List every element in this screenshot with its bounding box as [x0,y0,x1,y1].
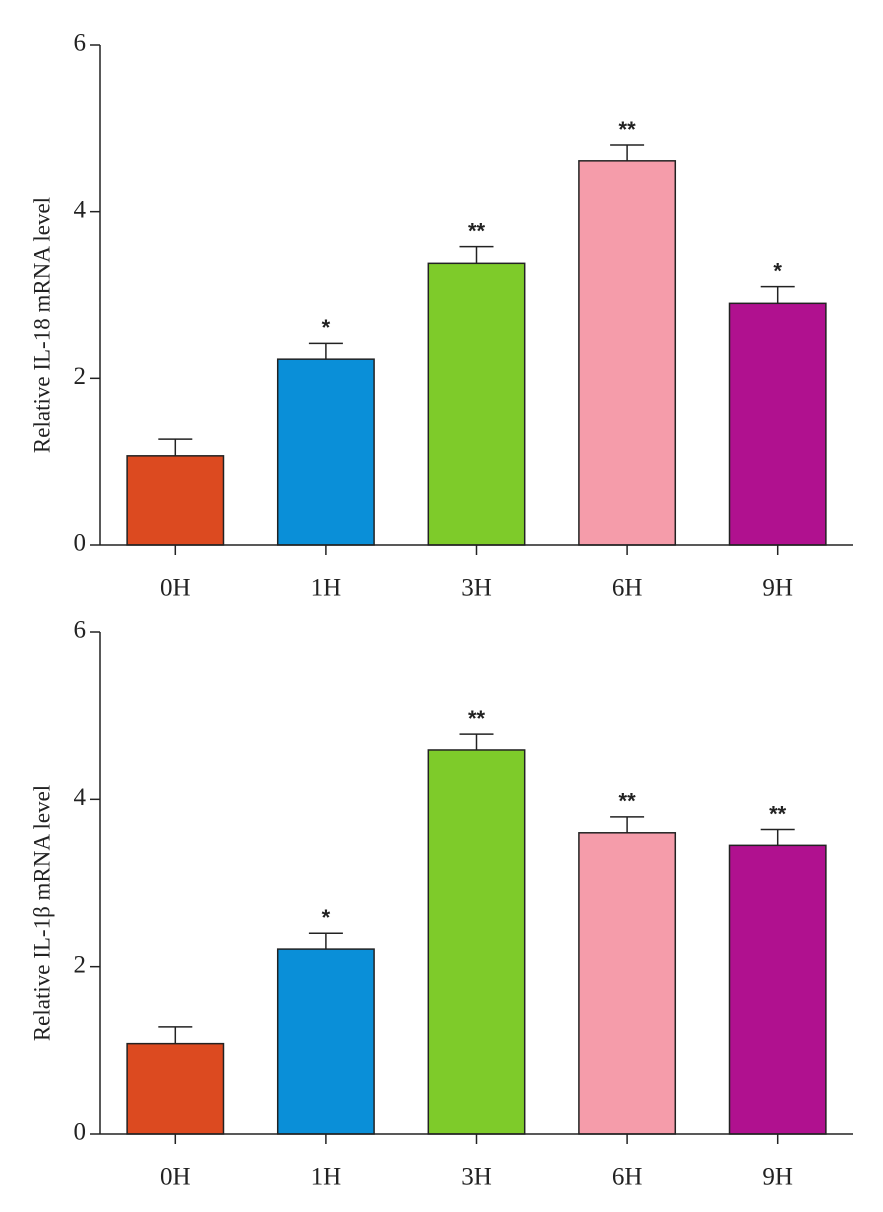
bar [126,1042,225,1135]
bar [427,262,526,546]
bar [578,832,677,1135]
bar [276,948,375,1135]
x-tick-label: 0H [160,575,191,602]
y-tick-label: 2 [74,951,87,978]
y-tick-label: 0 [74,1119,87,1146]
y-tick-label: 4 [74,784,87,811]
significance-label: ** [468,218,486,243]
x-tick-label: 1H [311,1164,342,1191]
significance-label: * [322,315,331,340]
y-tick-label: 4 [74,196,87,223]
bar [728,302,827,546]
bar [126,455,225,546]
x-tick-label: 9H [762,1164,793,1191]
x-tick-label: 3H [461,1164,492,1191]
y-tick-label: 0 [74,530,87,557]
x-tick-label: 1H [311,575,342,602]
significance-label: * [773,258,782,283]
y-tick-label: 2 [74,363,87,390]
bar [276,358,375,546]
significance-label: * [322,905,331,930]
significance-label: ** [468,706,486,731]
x-tick-label: 6H [612,1164,643,1191]
significance-label: ** [769,801,787,826]
bar [427,749,526,1135]
bar [728,844,827,1135]
y-axis-label: Relative IL-18 mRNA level [29,197,54,453]
y-tick-label: 6 [74,617,87,644]
y-axis-label: Relative IL-1β mRNA level [29,785,54,1041]
significance-label: ** [619,789,637,814]
x-tick-label: 6H [612,575,643,602]
x-tick-label: 9H [762,575,793,602]
y-tick-label: 6 [74,30,87,57]
significance-label: ** [619,117,637,142]
bar [578,160,677,546]
x-tick-label: 0H [160,1164,191,1191]
x-tick-label: 3H [461,575,492,602]
